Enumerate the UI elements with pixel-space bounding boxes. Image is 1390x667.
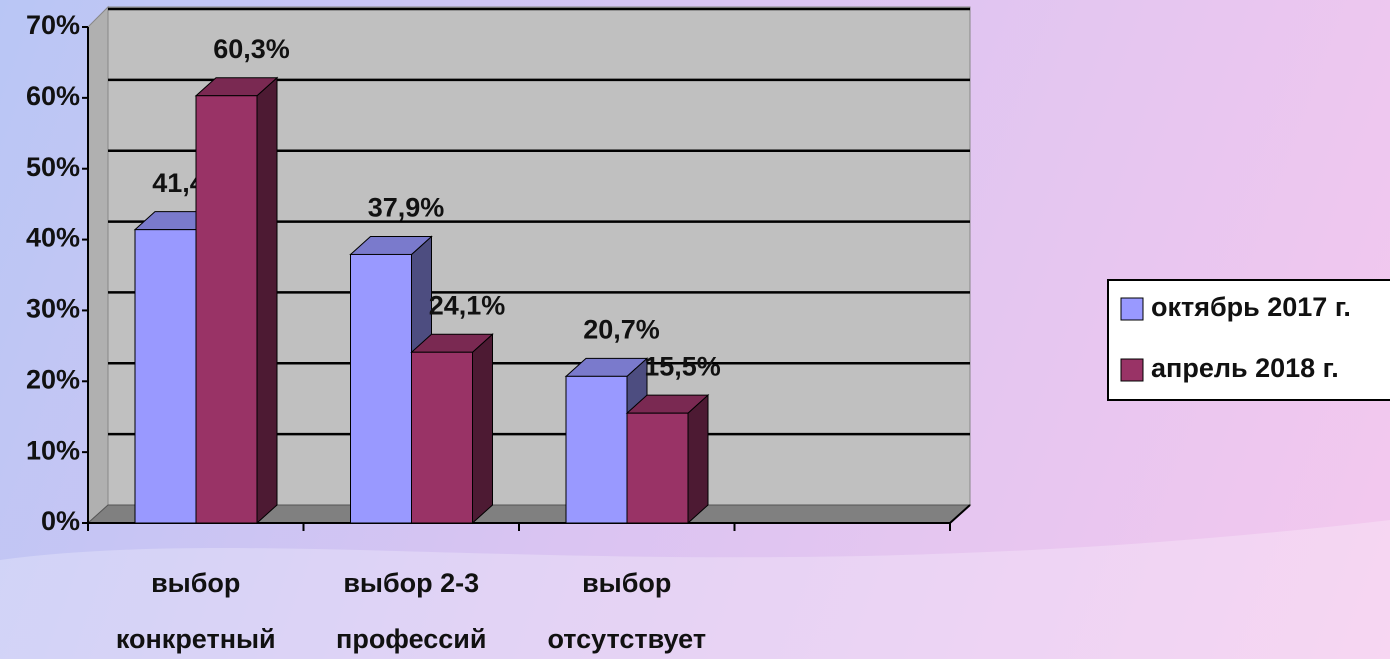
legend-label: апрель 2018 г. [1151, 353, 1339, 383]
bar [625, 394, 710, 525]
y-tick-label: 20% [26, 364, 80, 394]
data-label: 20,7% [583, 314, 660, 344]
bar [194, 76, 279, 525]
y-tick-label: 0% [41, 506, 80, 536]
y-tick-label: 30% [26, 294, 80, 324]
y-tick-label: 60% [26, 81, 80, 111]
legend-label: октябрь 2017 г. [1151, 292, 1351, 322]
x-tick-label: выбор конкретный [115, 568, 276, 654]
decoration [0, 520, 1390, 659]
bar-front [565, 375, 628, 524]
bar-front [195, 95, 258, 524]
bar-front [411, 351, 473, 524]
bar-side [256, 76, 278, 525]
data-label: 24,1% [429, 290, 506, 320]
x-tick-label: выбор 2-3 профессий [336, 568, 487, 654]
bar-front [626, 412, 689, 524]
bar-front [134, 229, 197, 524]
data-label: 60,3% [213, 34, 290, 64]
bar-front [350, 253, 412, 524]
side-wall [87, 5, 109, 525]
data-label: 37,9% [368, 193, 445, 223]
legend-box [1107, 279, 1390, 401]
legend-swatch [1120, 358, 1144, 382]
bar-side [687, 394, 709, 525]
bar [410, 333, 494, 525]
bar-side [472, 333, 493, 525]
y-tick-label: 40% [26, 223, 80, 253]
y-tick-label: 70% [26, 10, 80, 40]
legend-swatch [1120, 297, 1144, 321]
y-tick-label: 50% [26, 152, 80, 182]
y-tick-label: 10% [26, 435, 80, 465]
x-tick-label: выбор отсутствует [547, 568, 707, 654]
data-label: 15,5% [644, 351, 721, 381]
